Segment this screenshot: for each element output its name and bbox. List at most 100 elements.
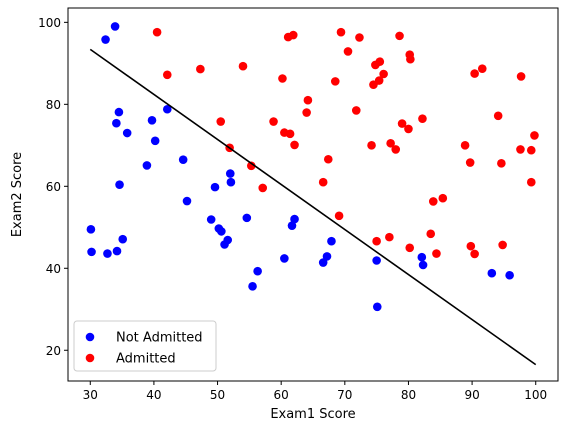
point-admitted-12	[285, 129, 295, 139]
point-not-admitted-14	[162, 104, 172, 114]
point-not-admitted-11	[142, 161, 152, 170]
decision-boundary-line	[89, 48, 537, 366]
point-not-admitted-13	[150, 136, 160, 146]
y-tick-label-60: 60	[46, 180, 61, 194]
point-admitted-42	[426, 229, 436, 239]
point-not-admitted-31	[318, 258, 328, 267]
point-admitted-36	[397, 119, 407, 128]
point-not-admitted-2	[101, 35, 110, 44]
point-admitted-0	[152, 27, 162, 37]
point-admitted-17	[318, 177, 328, 187]
x-tick-label-30: 30	[83, 388, 98, 402]
point-not-admitted-39	[505, 270, 514, 280]
point-not-admitted-33	[327, 236, 336, 246]
point-admitted-44	[432, 249, 441, 258]
point-admitted-1	[162, 70, 172, 80]
y-tick-label-40: 40	[46, 262, 61, 276]
point-admitted-34	[391, 145, 401, 154]
axes-frame	[67, 7, 559, 382]
legend-box	[73, 320, 217, 372]
y-tick-label-80: 80	[46, 98, 61, 112]
point-not-admitted-10	[122, 128, 132, 138]
x-tick-label-40: 40	[146, 388, 161, 402]
point-admitted-43	[428, 197, 438, 206]
point-admitted-22	[343, 47, 353, 56]
point-not-admitted-7	[114, 107, 124, 117]
point-admitted-58	[526, 177, 536, 187]
point-not-admitted-5	[112, 118, 121, 128]
point-not-admitted-0	[86, 225, 96, 234]
point-admitted-32	[385, 232, 394, 242]
point-admitted-41	[418, 114, 427, 123]
point-admitted-55	[516, 145, 525, 154]
point-not-admitted-36	[417, 252, 427, 262]
legend-marker-not-admitted	[85, 332, 95, 342]
point-not-admitted-27	[253, 266, 262, 276]
point-admitted-53	[498, 240, 507, 250]
point-admitted-57	[526, 145, 536, 155]
point-admitted-25	[367, 141, 376, 150]
point-admitted-51	[477, 64, 487, 73]
point-admitted-3	[216, 117, 226, 126]
point-not-admitted-23	[225, 169, 235, 178]
point-not-admitted-30	[290, 214, 299, 224]
point-admitted-35	[395, 31, 404, 41]
point-admitted-52	[493, 111, 503, 121]
point-admitted-46	[460, 141, 470, 150]
point-admitted-49	[470, 249, 479, 259]
point-not-admitted-6	[112, 246, 122, 256]
point-not-admitted-24	[226, 177, 236, 187]
legend: Not Admitted Admitted	[73, 320, 217, 372]
point-admitted-6	[246, 161, 256, 171]
point-admitted-39	[406, 54, 415, 64]
point-not-admitted-15	[178, 155, 188, 164]
series-not-admitted	[86, 22, 514, 312]
x-tick-label-100: 100	[524, 388, 547, 402]
point-admitted-19	[330, 77, 340, 86]
point-not-admitted-3	[103, 249, 112, 258]
point-admitted-5	[238, 61, 248, 71]
point-admitted-7	[258, 183, 268, 193]
point-not-admitted-32	[322, 252, 332, 261]
point-admitted-15	[302, 108, 311, 117]
point-admitted-50	[470, 69, 479, 78]
point-not-admitted-26	[248, 282, 257, 291]
point-admitted-59	[530, 131, 539, 140]
point-admitted-14	[290, 140, 299, 150]
point-not-admitted-18	[210, 182, 220, 192]
point-admitted-31	[379, 69, 388, 79]
point-not-admitted-8	[115, 180, 124, 189]
point-not-admitted-16	[182, 196, 192, 206]
point-admitted-13	[288, 30, 298, 40]
point-not-admitted-29	[287, 221, 297, 230]
point-admitted-23	[351, 106, 361, 115]
point-admitted-28	[372, 236, 381, 246]
x-tick-label-50: 50	[210, 388, 225, 402]
point-not-admitted-22	[223, 235, 233, 245]
x-tick-label-60: 60	[274, 388, 289, 402]
x-tick-label-70: 70	[337, 388, 352, 402]
point-admitted-30	[375, 57, 385, 66]
point-admitted-21	[336, 27, 346, 37]
point-not-admitted-35	[372, 302, 382, 312]
point-admitted-16	[303, 95, 313, 105]
point-admitted-2	[196, 64, 205, 74]
point-not-admitted-9	[118, 234, 128, 244]
x-axis-label: Exam1 Score	[270, 407, 355, 422]
point-not-admitted-25	[242, 213, 252, 223]
series-admitted	[152, 27, 539, 259]
point-admitted-24	[355, 33, 364, 42]
point-admitted-40	[405, 243, 415, 253]
point-not-admitted-20	[217, 227, 226, 236]
point-not-admitted-4	[110, 22, 120, 31]
legend-marker-admitted	[85, 353, 95, 363]
point-admitted-54	[497, 159, 506, 168]
point-admitted-48	[466, 241, 476, 251]
point-admitted-8	[269, 117, 278, 126]
point-not-admitted-34	[372, 256, 381, 265]
plot-content	[86, 22, 539, 366]
point-not-admitted-28	[280, 254, 289, 263]
legend-label-not-admitted: Not Admitted	[116, 331, 203, 346]
axes: 30 40 50 60 70 80 90 100 20 40 60 80 100 Exam1 Score E…	[10, 7, 559, 422]
